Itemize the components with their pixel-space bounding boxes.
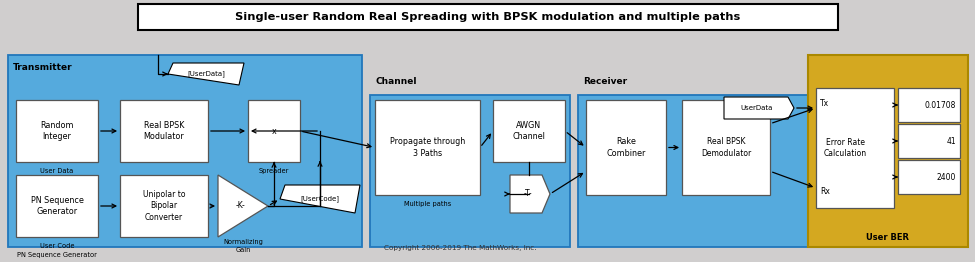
- Bar: [898, 160, 960, 194]
- Bar: [898, 124, 960, 158]
- Text: Real BPSK
Modulator: Real BPSK Modulator: [143, 121, 184, 141]
- Text: AWGN
Channel: AWGN Channel: [513, 121, 545, 141]
- Polygon shape: [280, 185, 360, 213]
- Text: -T-: -T-: [524, 189, 532, 199]
- Bar: [8, 55, 362, 247]
- Polygon shape: [724, 97, 794, 119]
- Text: [UserData]: [UserData]: [187, 71, 225, 77]
- Text: Rx: Rx: [820, 188, 830, 196]
- Bar: [682, 100, 770, 195]
- Polygon shape: [510, 175, 550, 213]
- Text: PN Sequence Generator: PN Sequence Generator: [18, 252, 97, 258]
- Bar: [120, 100, 208, 162]
- Text: Error Rate
Calculation: Error Rate Calculation: [824, 138, 867, 158]
- Text: User Code: User Code: [40, 243, 74, 249]
- Text: Tx: Tx: [820, 100, 829, 108]
- Text: 41: 41: [947, 137, 956, 145]
- Text: Real BPSK
Demodulator: Real BPSK Demodulator: [701, 138, 751, 157]
- Text: Multiple paths: Multiple paths: [404, 201, 451, 207]
- Bar: [808, 55, 968, 247]
- Text: 0.01708: 0.01708: [924, 101, 956, 110]
- Text: 2400: 2400: [937, 172, 956, 182]
- Bar: [375, 100, 480, 195]
- Text: Single-user Random Real Spreading with BPSK modulation and multiple paths: Single-user Random Real Spreading with B…: [235, 12, 741, 22]
- Bar: [493, 100, 565, 162]
- Text: User Data: User Data: [40, 168, 74, 174]
- Text: Receiver: Receiver: [583, 78, 627, 86]
- Text: Propagate through
3 Paths: Propagate through 3 Paths: [390, 138, 465, 157]
- Bar: [248, 100, 300, 162]
- Text: x: x: [272, 127, 276, 135]
- Text: Spreader: Spreader: [258, 168, 290, 174]
- Bar: [816, 88, 894, 208]
- Bar: [370, 95, 570, 247]
- Bar: [138, 4, 838, 30]
- Text: Random
Integer: Random Integer: [40, 121, 74, 141]
- Text: Copyright 2006-2019 The MathWorks, Inc.: Copyright 2006-2019 The MathWorks, Inc.: [384, 245, 536, 251]
- Text: UserData: UserData: [741, 105, 773, 111]
- Bar: [898, 88, 960, 122]
- Text: PN Sequence
Generator: PN Sequence Generator: [30, 196, 84, 216]
- Text: -K-: -K-: [236, 201, 246, 210]
- Bar: [578, 95, 808, 247]
- Text: Normalizing
Gain: Normalizing Gain: [223, 239, 263, 253]
- Bar: [586, 100, 666, 195]
- Text: Channel: Channel: [375, 78, 416, 86]
- Text: Unipolar to
Bipolar
Converter: Unipolar to Bipolar Converter: [142, 190, 185, 222]
- Text: [UserCode]: [UserCode]: [300, 196, 339, 202]
- Polygon shape: [218, 175, 268, 237]
- Bar: [120, 175, 208, 237]
- Bar: [16, 175, 98, 237]
- Text: Transmitter: Transmitter: [13, 63, 72, 73]
- Text: User BER: User BER: [867, 232, 910, 242]
- Text: Rake
Combiner: Rake Combiner: [606, 138, 645, 157]
- Bar: [16, 100, 98, 162]
- Polygon shape: [168, 63, 244, 85]
